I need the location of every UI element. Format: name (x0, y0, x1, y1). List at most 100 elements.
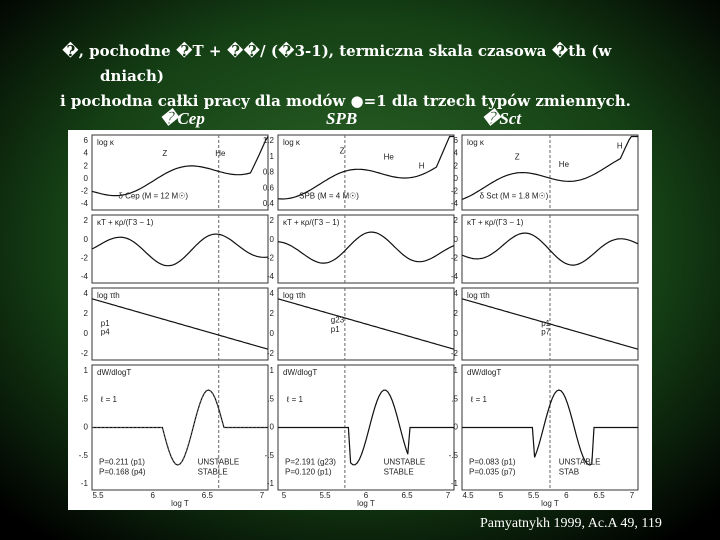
annotation: g23 (331, 316, 345, 325)
y-tick-label: 4 (84, 149, 89, 158)
annotation: p1 (331, 325, 340, 334)
y-tick-label: -2 (451, 349, 459, 358)
curve (92, 389, 268, 466)
y-tick-label: 0 (84, 423, 89, 432)
annotation: P=0.211 (p1) (99, 458, 145, 467)
y-tick-label: 0 (270, 329, 275, 338)
annotation: H (617, 141, 623, 150)
annotation: H (419, 162, 425, 171)
annotation: p1 (101, 319, 110, 328)
row-label: κT + κρ/(Γ3 − 1) (97, 218, 154, 227)
curve (461, 298, 639, 350)
x-tick-label: 4.5 (462, 491, 474, 500)
annotation: P=0.168 (p4) (99, 468, 146, 477)
figure (68, 130, 652, 510)
y-tick-label: 2 (84, 161, 89, 170)
curve (277, 298, 455, 350)
column-label: �Sct (482, 108, 522, 128)
y-tick-label: -.5 (79, 451, 89, 460)
y-tick-label: 1 (270, 152, 275, 161)
annotation: p1 (541, 319, 550, 328)
annotation: Z (162, 149, 167, 158)
y-tick-label: -1 (451, 479, 459, 488)
y-tick-label: 0.8 (263, 168, 275, 177)
y-tick-label: 4 (454, 289, 459, 298)
y-tick-label: 2 (84, 309, 89, 318)
annotation: UNSTABLE (559, 458, 601, 467)
row-label: log κ (467, 138, 485, 147)
y-tick-label: 0 (84, 174, 89, 183)
y-tick-label: 0 (454, 235, 459, 244)
curve (91, 298, 269, 350)
row-label: log τth (97, 291, 120, 300)
x-tick-label: 7 (260, 491, 265, 500)
annotation: Z (515, 153, 520, 162)
y-tick-label: 4 (270, 289, 275, 298)
annotation: He (215, 149, 226, 158)
annotation: δ Cep (M = 12 M☉) (118, 192, 188, 201)
y-tick-label: 2 (84, 216, 89, 225)
curve (277, 135, 454, 200)
y-tick-label: 0.4 (263, 199, 275, 208)
y-tick-label: 0 (454, 423, 459, 432)
y-tick-label: 0 (270, 423, 275, 432)
x-tick-label: 7 (630, 491, 635, 500)
y-tick-label: -.5 (449, 451, 459, 460)
row-label: dW/dlogT (97, 368, 131, 377)
y-tick-label: -4 (451, 199, 459, 208)
annotation: He (384, 153, 395, 162)
title-line: dniach) (100, 67, 164, 85)
x-axis-label: log T (357, 499, 375, 508)
x-tick-label: 6.5 (202, 491, 214, 500)
y-tick-label: 4 (84, 289, 89, 298)
annotation: P=2.191 (g23) (285, 458, 336, 467)
annotation: ℓ = 1 (470, 395, 488, 404)
title-line: i pochodna całki pracy dla modów ●=1 dla… (60, 92, 631, 110)
annotation: p4 (101, 328, 110, 337)
y-tick-label: 1 (84, 366, 89, 375)
curve (461, 232, 639, 266)
annotation: P=0.120 (p1) (285, 468, 332, 477)
y-tick-label: 6 (454, 136, 459, 145)
row-label: log κ (97, 138, 115, 147)
annotation: Z (340, 147, 345, 156)
annotation: δ Sct (M = 1.8 M☉) (480, 192, 549, 201)
x-tick-label: 7 (446, 491, 451, 500)
row-label: log τth (467, 291, 490, 300)
y-tick-label: -4 (267, 272, 275, 281)
y-tick-label: -2 (81, 187, 89, 196)
annotation: P=0.083 (p1) (469, 458, 516, 467)
annotation: STABLE (384, 468, 414, 477)
y-tick-label: -2 (267, 253, 275, 262)
panel (91, 287, 269, 361)
annotation: STAB (559, 468, 579, 477)
y-tick-label: -4 (81, 272, 89, 281)
panel (277, 134, 455, 211)
x-tick-label: 5.5 (528, 491, 540, 500)
y-tick-label: .5 (81, 394, 88, 403)
y-tick-label: 1 (454, 366, 459, 375)
citation: Pamyatnykh 1999, Ac.A 49, 119 (480, 516, 662, 531)
panel (277, 214, 455, 284)
y-tick-label: 2 (454, 216, 459, 225)
y-tick-label: 2 (270, 309, 275, 318)
row-label: κT + κρ/(Γ3 − 1) (467, 218, 524, 227)
y-tick-label: 2 (270, 216, 275, 225)
curve (462, 389, 638, 466)
y-tick-label: 6 (84, 136, 89, 145)
y-tick-label: -2 (267, 349, 275, 358)
annotation: SPB (M = 4 M☉) (299, 192, 359, 201)
curve (278, 389, 454, 466)
annotation: ℓ = 1 (286, 395, 304, 404)
y-tick-label: 0 (270, 235, 275, 244)
y-tick-label: -2 (451, 187, 459, 196)
panel (91, 134, 269, 211)
y-tick-label: -.5 (265, 451, 275, 460)
y-tick-label: 1.2 (263, 136, 275, 145)
row-label: dW/dlogT (283, 368, 317, 377)
x-tick-label: 6 (150, 491, 155, 500)
annotation: UNSTABLE (198, 458, 240, 467)
row-label: log τth (283, 291, 306, 300)
x-tick-label: 5 (282, 491, 287, 500)
curve (91, 136, 269, 197)
